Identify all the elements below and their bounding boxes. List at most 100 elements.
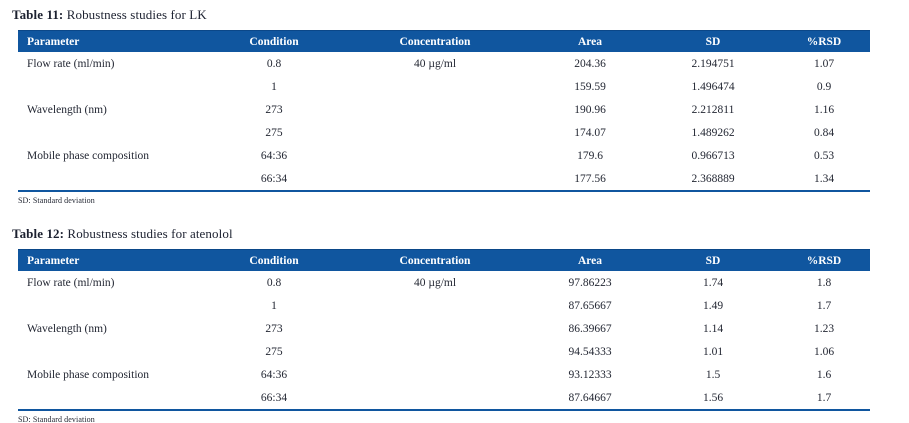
table11-body: Flow rate (ml/min) 0.8 40 µg/ml 204.36 2… [18, 52, 870, 191]
table-row: 66:34 87.64667 1.56 1.7 [18, 386, 870, 410]
cell-parameter: Flow rate (ml/min) [27, 57, 115, 70]
cell-rsd: 1.06 [813, 345, 835, 358]
cell-area: 179.6 [577, 149, 603, 162]
cell-area: 174.07 [574, 126, 606, 139]
cell-area: 94.54333 [568, 345, 612, 358]
cell-concentration [338, 386, 532, 410]
table12-body: Flow rate (ml/min) 0.8 40 µg/ml 97.86223… [18, 271, 870, 410]
column-header-parameter: Parameter [18, 249, 210, 271]
table12-title: Table 12: Robustness studies for atenolo… [12, 226, 909, 242]
cell-sd: 0.966713 [691, 149, 735, 162]
cell-condition: 273 [265, 103, 283, 116]
cell-parameter [18, 121, 210, 144]
cell-parameter [18, 167, 210, 191]
cell-condition: 0.8 [266, 57, 282, 70]
column-header-area: Area [532, 249, 648, 271]
cell-condition: 64:36 [260, 368, 288, 381]
table11-title-label: Table 11: [12, 7, 64, 22]
table-row: Wavelength (nm) 273 86.39667 1.14 1.23 [18, 317, 870, 340]
cell-concentration [338, 340, 532, 363]
table12-title-label: Table 12: [12, 226, 65, 241]
cell-area: 97.86223 [568, 276, 612, 289]
table12: Parameter Condition Concentration Area S… [18, 249, 870, 411]
table11-footnote: SD: Standard deviation [18, 196, 95, 205]
table-row: 1 87.65667 1.49 1.7 [18, 294, 870, 317]
cell-condition: 275 [265, 345, 283, 358]
table11-title: Table 11: Robustness studies for LK [12, 7, 909, 23]
table12-footnote: SD: Standard deviation [18, 415, 95, 423]
table11-title-text: Robustness studies for LK [63, 7, 207, 22]
cell-parameter [18, 386, 210, 410]
table-row: Flow rate (ml/min) 0.8 40 µg/ml 97.86223… [18, 271, 870, 294]
cell-condition: 66:34 [260, 391, 288, 404]
cell-rsd: 0.53 [813, 149, 835, 162]
cell-area: 87.64667 [568, 391, 612, 404]
table-header-row: Parameter Condition Concentration Area S… [18, 249, 870, 271]
cell-sd: 1.5 [705, 368, 721, 381]
cell-rsd: 1.07 [813, 57, 835, 70]
table-row: 275 94.54333 1.01 1.06 [18, 340, 870, 363]
cell-sd: 1.49 [702, 299, 724, 312]
cell-area: 190.96 [574, 103, 606, 116]
table11-section: Table 11: Robustness studies for LK Para… [0, 7, 909, 205]
cell-rsd: 1.16 [813, 103, 835, 116]
cell-parameter [18, 294, 210, 317]
column-header-area: Area [532, 30, 648, 52]
cell-sd: 1.56 [702, 391, 724, 404]
cell-condition: 1 [271, 299, 277, 312]
cell-condition: 0.8 [266, 276, 282, 289]
column-header-rsd: %RSD [778, 30, 870, 52]
cell-rsd: 1.7 [816, 391, 832, 404]
cell-sd: 2.194751 [691, 57, 735, 70]
cell-parameter [18, 340, 210, 363]
table12-title-text: Robustness studies for atenolol [64, 226, 233, 241]
table12-header: Parameter Condition Concentration Area S… [18, 249, 870, 271]
table-row: Mobile phase composition 64:36 93.12333 … [18, 363, 870, 386]
cell-concentration [338, 121, 532, 144]
cell-rsd: 0.84 [813, 126, 835, 139]
column-header-sd: SD [648, 249, 778, 271]
cell-sd: 1.01 [702, 345, 724, 358]
cell-parameter: Flow rate (ml/min) [27, 276, 115, 289]
cell-area: 177.56 [574, 172, 606, 185]
cell-parameter [18, 75, 210, 98]
cell-concentration [338, 144, 532, 167]
column-header-concentration: Concentration [338, 30, 532, 52]
cell-concentration [338, 363, 532, 386]
column-header-sd: SD [648, 30, 778, 52]
cell-parameter: Mobile phase composition [27, 368, 150, 381]
cell-rsd: 1.34 [813, 172, 835, 185]
cell-sd: 2.212811 [691, 103, 735, 116]
cell-parameter: Mobile phase composition [27, 149, 150, 162]
cell-sd: 2.368889 [691, 172, 735, 185]
cell-rsd: 1.6 [816, 368, 832, 381]
table-header-row: Parameter Condition Concentration Area S… [18, 30, 870, 52]
cell-concentration [338, 317, 532, 340]
column-header-parameter: Parameter [18, 30, 210, 52]
cell-rsd: 0.9 [816, 80, 832, 93]
cell-parameter: Wavelength (nm) [27, 322, 107, 335]
table-row: 1 159.59 1.496474 0.9 [18, 75, 870, 98]
column-header-rsd: %RSD [778, 249, 870, 271]
table-row: Flow rate (ml/min) 0.8 40 µg/ml 204.36 2… [18, 52, 870, 75]
cell-concentration [338, 98, 532, 121]
cell-condition: 273 [265, 322, 283, 335]
cell-rsd: 1.7 [816, 299, 832, 312]
column-header-concentration: Concentration [338, 249, 532, 271]
cell-concentration: 40 µg/ml [413, 57, 457, 70]
cell-rsd: 1.8 [816, 276, 832, 289]
cell-concentration [338, 75, 532, 98]
cell-sd: 1.14 [702, 322, 724, 335]
cell-rsd: 1.23 [813, 322, 835, 335]
table11: Parameter Condition Concentration Area S… [18, 30, 870, 192]
cell-area: 159.59 [574, 80, 606, 93]
table11-header: Parameter Condition Concentration Area S… [18, 30, 870, 52]
cell-condition: 66:34 [260, 172, 288, 185]
table-row: Wavelength (nm) 273 190.96 2.212811 1.16 [18, 98, 870, 121]
cell-sd: 1.489262 [691, 126, 735, 139]
table-row: Mobile phase composition 64:36 179.6 0.9… [18, 144, 870, 167]
cell-concentration [338, 294, 532, 317]
cell-parameter: Wavelength (nm) [27, 103, 107, 116]
cell-condition: 64:36 [260, 149, 288, 162]
